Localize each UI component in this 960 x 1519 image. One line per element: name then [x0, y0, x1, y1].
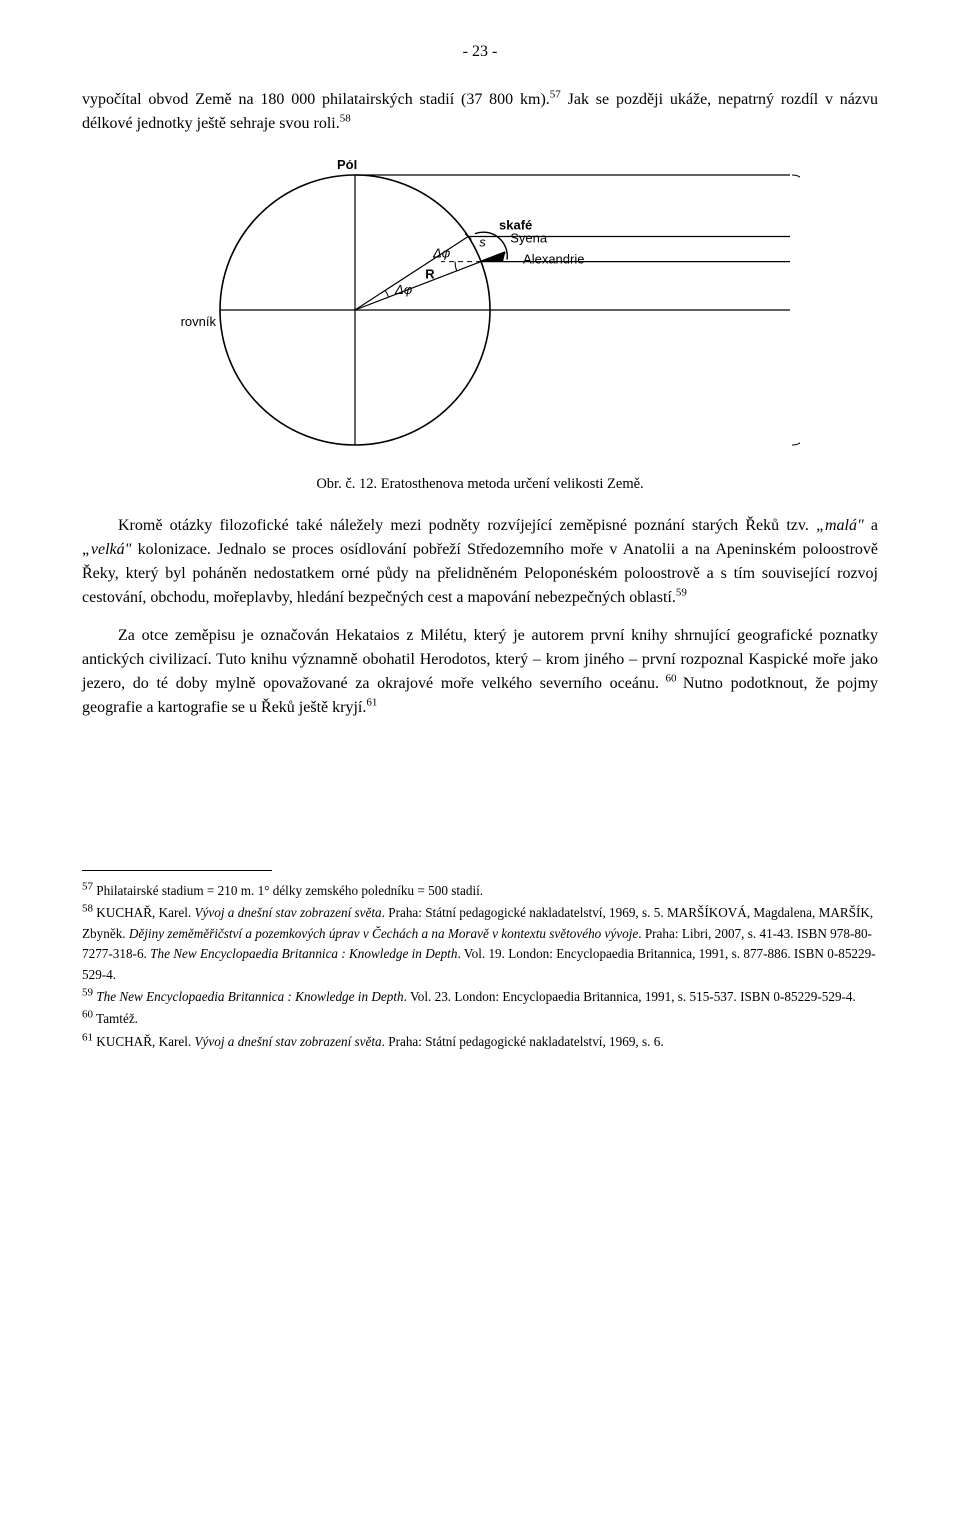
p2-b: kolonizace. Jednalo se proces osídlování… [82, 541, 878, 606]
p1-a: vypočítal obvod Země na 180 000 philatai… [82, 91, 550, 108]
p2-mid: a [864, 517, 878, 534]
fn57-num: 57 [82, 880, 93, 892]
fn61-sc: UCHAŘ [106, 1034, 152, 1049]
p2-i1: „malá" [816, 517, 864, 534]
fn57-text: Philatairské stadium = 210 m. 1° délky z… [93, 883, 483, 898]
fn58-a: K [93, 905, 106, 920]
fn60-text: Tamtéž. [93, 1011, 138, 1026]
eratosthenes-diagram: PólrovníkskaféAlexandrieSyenaslunceΔφΔφR… [160, 160, 800, 460]
fn58-sc1: UCHAŘ [106, 905, 152, 920]
footnote-60: 60 Tamtéž. [82, 1009, 878, 1029]
fn58-i1: Vývoj a dnešní stav zobrazení světa [194, 905, 381, 920]
svg-text:R: R [425, 266, 435, 281]
fn58-c: . Praha: Státní pedagogické nakladatelst… [382, 905, 679, 920]
fn61-c: . Praha: Státní pedagogické nakladatelst… [382, 1034, 664, 1049]
footnote-61: 61 KUCHAŘ, Karel. Vývoj a dnešní stav zo… [82, 1032, 878, 1052]
fn59-num: 59 [82, 987, 93, 999]
fn61-i: Vývoj a dnešní stav zobrazení světa [194, 1034, 381, 1049]
p2-sup: 59 [676, 586, 687, 598]
paragraph-1: vypočítal obvod Země na 180 000 philatai… [82, 88, 878, 136]
fn59-i: The New Encyclopaedia Britannica : Knowl… [93, 989, 404, 1004]
footnote-58: 58 KUCHAŘ, Karel. Vývoj a dnešní stav zo… [82, 903, 878, 985]
fn60-num: 60 [82, 1009, 93, 1021]
fn61-num: 61 [82, 1032, 93, 1044]
svg-text:Syena: Syena [510, 230, 548, 245]
fn58-d: , Magdalena, M [747, 905, 831, 920]
p2-i2: „velká" [82, 541, 131, 558]
fn58-sc3: ARŠÍK [830, 905, 870, 920]
fn58-num: 58 [82, 903, 93, 915]
p3-sup1: 60 [659, 672, 683, 684]
fn61-a: K [93, 1034, 106, 1049]
figure-caption: Obr. č. 12. Eratosthenova metoda určení … [82, 474, 878, 496]
paragraph-3: Za otce zeměpisu je označován Hekataios … [82, 624, 878, 720]
footnote-57: 57 Philatairské stadium = 210 m. 1° délk… [82, 881, 878, 901]
svg-text:rovník: rovník [181, 314, 217, 329]
p3-sup2: 61 [366, 696, 377, 708]
figure-eratosthenes: PólrovníkskaféAlexandrieSyenaslunceΔφΔφR… [82, 150, 878, 474]
footnote-59: 59 The New Encyclopaedia Britannica : Kn… [82, 987, 878, 1007]
svg-text:s: s [479, 235, 486, 250]
paragraph-2: Kromě otázky filozofické také náležely m… [82, 514, 878, 610]
page-number: - 23 - [82, 40, 878, 64]
fn59-b: . Vol. 23. London: Encyclopaedia Britann… [404, 989, 856, 1004]
svg-text:Alexandrie: Alexandrie [523, 252, 584, 267]
p1-sup2: 58 [340, 113, 351, 125]
fn58-i2: Dějiny zeměměřičství a pozemkových úprav… [129, 926, 638, 941]
fn58-i3: The New Encyclopaedia Britannica : Knowl… [150, 946, 457, 961]
svg-text:Δφ: Δφ [394, 282, 413, 297]
fn58-b: , Karel. [152, 905, 194, 920]
fn58-sc2: ARŠÍKOVÁ [679, 905, 747, 920]
p2-a: Kromě otázky filozofické také náležely m… [118, 517, 816, 534]
svg-text:Pól: Pól [337, 160, 357, 172]
fn61-b: , Karel. [152, 1034, 194, 1049]
p1-sup1: 57 [550, 89, 561, 101]
svg-text:Δφ: Δφ [432, 246, 451, 261]
footnote-separator [82, 870, 272, 871]
